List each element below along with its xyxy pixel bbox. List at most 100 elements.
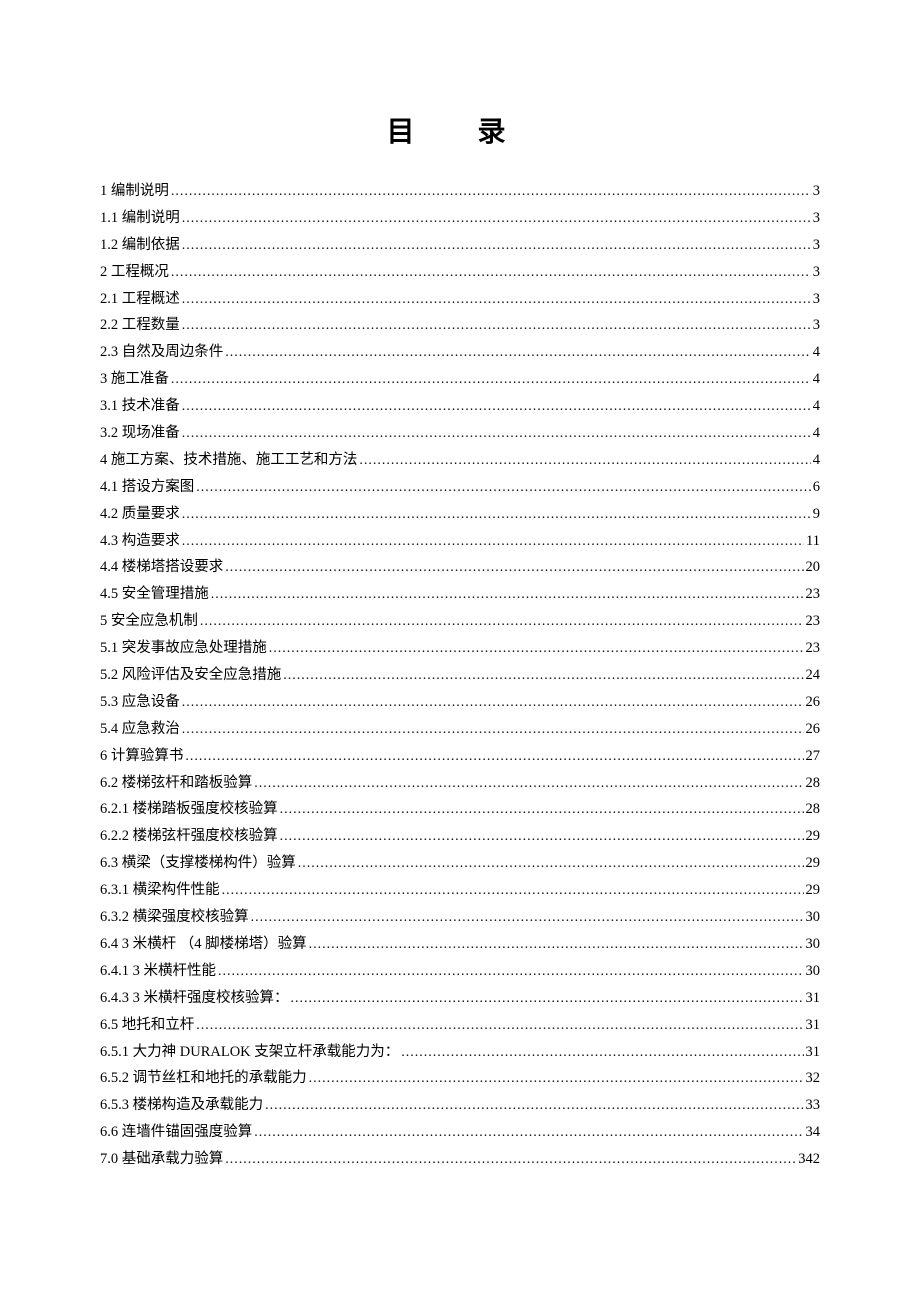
toc-entry-page: 20 (806, 554, 821, 581)
toc-list: 1 编制说明31.1 编制说明31.2 编制依据32 工程概况32.1 工程概述… (100, 178, 820, 1173)
toc-entry: 6 计算验算书 27 (100, 743, 820, 770)
toc-entry: 3.1 技术准备4 (100, 393, 820, 420)
document-page: 目 录 1 编制说明31.1 编制说明31.2 编制依据32 工程概况32.1 … (0, 0, 920, 1233)
toc-entry-page: 4 (813, 339, 820, 366)
toc-leader-dots (225, 340, 811, 366)
toc-entry-label: 2.2 工程数量 (100, 312, 180, 339)
toc-leader-dots (171, 260, 811, 286)
toc-leader-dots (280, 824, 804, 850)
toc-entry-label: 6.5.2 调节丝杠和地托的承载能力 (100, 1065, 307, 1092)
toc-entry-label: 4.4 楼梯塔搭设要求 (100, 554, 223, 581)
toc-entry-label: 6.5 地托和立杆 (100, 1012, 194, 1039)
toc-leader-dots (269, 636, 804, 662)
toc-leader-dots (309, 932, 804, 958)
toc-entry-label: 3.2 现场准备 (100, 420, 180, 447)
toc-entry-label: 2.3 自然及周边条件 (100, 339, 223, 366)
toc-leader-dots (171, 179, 811, 205)
toc-entry: 4.2 质量要求9 (100, 501, 820, 528)
toc-entry-label: 6.4.1 3 米横杆性能 (100, 958, 216, 985)
toc-leader-dots (265, 1093, 803, 1119)
toc-entry-label: 6.3.1 横梁构件性能 (100, 877, 220, 904)
toc-entry: 6.3.2 横梁强度校核验算30 (100, 904, 820, 931)
toc-entry-label: 6.3 横梁（支撑楼梯构件）验算 (100, 850, 296, 877)
toc-entry-label: 4.1 搭设方案图 (100, 474, 194, 501)
toc-entry-page: 4 (813, 393, 820, 420)
toc-entry: 4.4 楼梯塔搭设要求 20 (100, 554, 820, 581)
toc-entry-label: 6.4.3 3 米横杆强度校核验算： (100, 985, 289, 1012)
toc-leader-dots (254, 771, 803, 797)
toc-entry-page: 29 (806, 823, 821, 850)
toc-entry: 6.3.1 横梁构件性能29 (100, 877, 820, 904)
toc-leader-dots (185, 744, 803, 770)
toc-entry: 2.1 工程概述3 (100, 286, 820, 313)
toc-entry-page: 4 (813, 447, 820, 474)
toc-leader-dots (222, 878, 804, 904)
toc-entry-page: 30 (806, 958, 821, 985)
toc-leader-dots (280, 797, 804, 823)
toc-entry-page: 34 (806, 1119, 821, 1146)
toc-leader-dots (182, 394, 811, 420)
toc-leader-dots (182, 287, 811, 313)
toc-entry-label: 4.3 构造要求 (100, 528, 180, 555)
toc-entry: 1 编制说明3 (100, 178, 820, 205)
toc-entry: 2 工程概况3 (100, 259, 820, 286)
toc-entry: 6.4.1 3 米横杆性能 30 (100, 958, 820, 985)
toc-entry: 6.2 楼梯弦杆和踏板验算 28 (100, 770, 820, 797)
toc-leader-dots (254, 1120, 803, 1146)
toc-entry-label: 6 计算验算书 (100, 743, 183, 770)
toc-entry-label: 6.2.2 楼梯弦杆强度校核验算 (100, 823, 278, 850)
toc-entry-label: 3 施工准备 (100, 366, 169, 393)
toc-entry: 7.0 基础承载力验算342 (100, 1146, 820, 1173)
toc-entry-page: 4 (813, 420, 820, 447)
toc-entry: 6.5.2 调节丝杠和地托的承载能力 32 (100, 1065, 820, 1092)
toc-entry-page: 28 (806, 770, 821, 797)
toc-entry-page: 6 (813, 474, 820, 501)
toc-entry: 1.1 编制说明3 (100, 205, 820, 232)
toc-entry-page: 31 (806, 985, 821, 1012)
toc-entry: 4.1 搭设方案图 6 (100, 474, 820, 501)
toc-entry: 2.2 工程数量3 (100, 312, 820, 339)
toc-entry: 5.3 应急设备26 (100, 689, 820, 716)
toc-leader-dots (182, 717, 804, 743)
toc-entry-label: 1 编制说明 (100, 178, 169, 205)
toc-entry-label: 5.1 突发事故应急处理措施 (100, 635, 267, 662)
toc-entry-label: 6.5.1 大力神 DURALOK 支架立杆承载能力为： (100, 1039, 399, 1066)
toc-entry-label: 5.3 应急设备 (100, 689, 180, 716)
toc-entry: 6.5 地托和立杆 31 (100, 1012, 820, 1039)
toc-entry-label: 5.2 风险评估及安全应急措施 (100, 662, 281, 689)
toc-entry-page: 9 (813, 501, 820, 528)
toc-leader-dots (251, 905, 804, 931)
toc-entry-label: 6.6 连墙件锚固强度验算 (100, 1119, 252, 1146)
toc-leader-dots (309, 1066, 804, 1092)
toc-entry-label: 7.0 基础承载力验算 (100, 1146, 223, 1173)
toc-leader-dots (182, 690, 804, 716)
toc-leader-dots (283, 663, 803, 689)
toc-entry-page: 27 (806, 743, 821, 770)
toc-entry-label: 5.4 应急救治 (100, 716, 180, 743)
toc-entry-label: 2.1 工程概述 (100, 286, 180, 313)
toc-leader-dots (225, 555, 803, 581)
toc-entry: 6.5.3 楼梯构造及承载能力33 (100, 1092, 820, 1119)
toc-entry-page: 3 (813, 232, 820, 259)
toc-leader-dots (211, 582, 804, 608)
toc-entry-page: 29 (806, 850, 821, 877)
toc-leader-dots (182, 529, 804, 555)
toc-leader-dots (182, 421, 811, 447)
toc-title: 目 录 (100, 110, 820, 150)
toc-entry: 6.4.3 3 米横杆强度校核验算： 31 (100, 985, 820, 1012)
toc-entry: 6.2.1 楼梯踏板强度校核验算28 (100, 796, 820, 823)
toc-entry: 5.1 突发事故应急处理措施 23 (100, 635, 820, 662)
toc-entry-label: 6.2 楼梯弦杆和踏板验算 (100, 770, 252, 797)
toc-leader-dots (291, 986, 804, 1012)
toc-entry-page: 23 (806, 635, 821, 662)
toc-entry: 6.3 横梁（支撑楼梯构件）验算 29 (100, 850, 820, 877)
toc-entry-page: 23 (806, 581, 821, 608)
toc-entry: 6.2.2 楼梯弦杆强度校核验算 29 (100, 823, 820, 850)
toc-entry-label: 4.5 安全管理措施 (100, 581, 209, 608)
toc-entry: 6.4 3 米横杆 （4 脚楼梯塔）验算30 (100, 931, 820, 958)
toc-leader-dots (196, 1013, 803, 1039)
toc-entry-page: 32 (806, 1065, 821, 1092)
toc-leader-dots (200, 609, 804, 635)
toc-entry-label: 4 施工方案、技术措施、施工工艺和方法 (100, 447, 357, 474)
toc-entry-page: 31 (806, 1012, 821, 1039)
